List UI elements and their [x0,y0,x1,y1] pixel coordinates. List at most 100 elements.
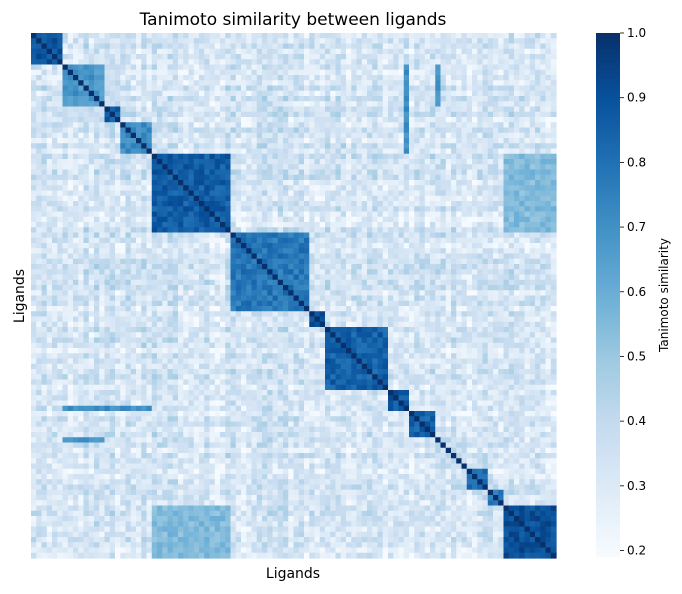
heatmap-cell [461,64,468,71]
heatmap-cell [498,69,505,76]
heatmap-cell [409,69,415,76]
heatmap-cell [52,80,58,87]
heatmap-cell [529,33,536,39]
heatmap-cell [319,90,326,97]
heatmap-cell [451,216,457,223]
heatmap-cell [146,90,153,97]
heatmap-cell [251,180,258,186]
heatmap-cell [451,33,457,39]
heatmap-cell [193,279,200,286]
heatmap-cell [241,174,247,181]
heatmap-cell [309,43,316,50]
heatmap-cell [157,185,163,192]
heatmap-cell [167,190,174,197]
heatmap-cell [529,80,536,87]
heatmap-cell [314,54,321,60]
heatmap-cell [550,117,557,123]
heatmap-cell [204,243,211,249]
heatmap-cell [388,80,394,87]
heatmap-cell [498,64,505,71]
heatmap-cell [445,237,452,244]
heatmap-cell [508,169,515,176]
heatmap-cell [288,169,295,176]
heatmap-cell [435,195,442,202]
heatmap-cell [283,132,289,139]
heatmap-cell [141,222,148,228]
heatmap-cell [125,195,132,202]
heatmap-cell [540,80,547,87]
heatmap-cell [36,164,43,171]
heatmap-cell [183,206,190,213]
heatmap-cell [188,248,195,255]
heatmap-cell [498,185,505,192]
heatmap-cell [241,269,247,276]
heatmap-cell [151,290,158,297]
heatmap-cell [52,169,58,176]
heatmap-cell [319,127,326,134]
heatmap-cell [477,258,484,265]
heatmap-cell [178,48,184,55]
heatmap-cell [503,216,510,223]
heatmap-cell [188,90,195,97]
heatmap-cell [246,132,253,139]
heatmap-cell [398,185,405,192]
heatmap-cell [461,43,468,50]
heatmap-cell [99,222,106,228]
heatmap-cell [272,190,279,197]
heatmap-cell [477,248,484,255]
heatmap-cell [346,122,352,129]
heatmap-cell [241,222,247,228]
heatmap-cell [272,138,279,144]
heatmap-cell [57,148,64,155]
heatmap-cell [162,69,169,76]
heatmap-cell [340,122,347,129]
heatmap-cell [330,75,337,81]
heatmap-cell [41,85,48,92]
heatmap-cell [535,274,541,281]
heatmap-cell [319,148,326,155]
heatmap-cell [57,222,64,228]
heatmap-cell [162,164,169,171]
heatmap-cell [136,85,142,92]
heatmap-cell [424,180,431,186]
heatmap-cell [508,222,515,228]
heatmap-cell [151,216,158,223]
heatmap-cell [403,69,410,76]
heatmap-cell [67,132,74,139]
heatmap-cell [325,148,331,155]
heatmap-cell [78,164,85,171]
heatmap-cell [209,64,216,71]
heatmap-cell [136,117,142,123]
heatmap-cell [540,190,547,197]
heatmap-cell [540,38,547,45]
heatmap-cell [36,185,43,192]
heatmap-cell [62,253,69,260]
heatmap-cell [440,96,447,102]
heatmap-cell [309,69,316,76]
heatmap-cell [304,90,310,97]
heatmap-cell [388,138,394,144]
heatmap-cell [351,237,358,244]
heatmap-cell [430,148,436,155]
heatmap-cell [120,253,127,260]
heatmap-cell [346,201,352,207]
heatmap-cell [388,75,394,81]
heatmap-cell [508,59,515,66]
heatmap-cell [46,48,53,55]
heatmap-cell [115,285,121,291]
heatmap-cell [267,48,274,55]
heatmap-cell [498,59,505,66]
heatmap-cell [109,253,116,260]
heatmap-cell [220,159,226,165]
heatmap-cell [67,258,74,265]
heatmap-cell [293,201,300,207]
heatmap-cell [146,290,153,297]
heatmap-cell [451,211,457,218]
heatmap-cell [325,48,331,55]
heatmap-cell [330,132,337,139]
heatmap-cell [398,117,405,123]
heatmap-cell [524,206,531,213]
heatmap-cell [430,101,436,108]
heatmap-cell [172,201,179,207]
heatmap-cell [178,33,184,39]
